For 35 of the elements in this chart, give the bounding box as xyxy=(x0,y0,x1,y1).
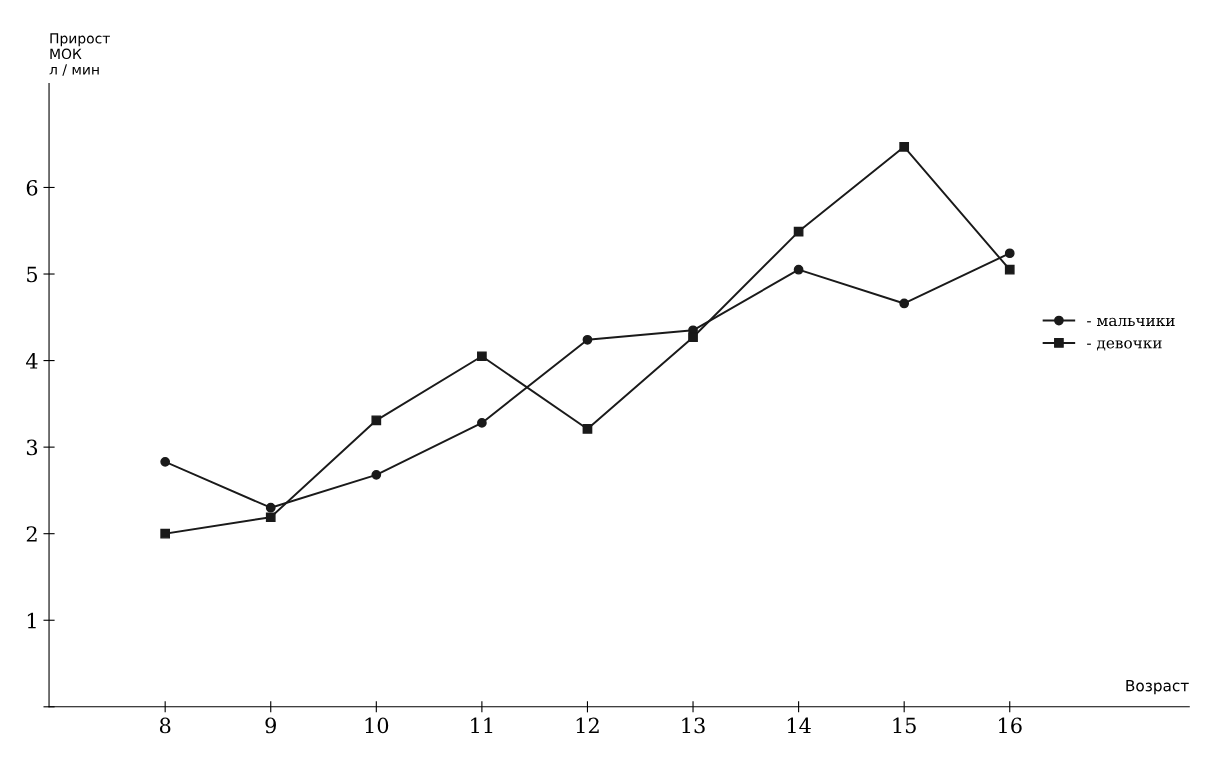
point xyxy=(265,512,276,523)
y-tick-label: 1 xyxy=(27,612,36,629)
legend-label: - мальчики xyxy=(1087,317,1175,327)
point xyxy=(160,456,171,467)
y-axis-title: Прирост МОК л / мин xyxy=(49,33,110,76)
x-axis-title: Возраст xyxy=(1126,680,1189,695)
point xyxy=(1004,248,1015,259)
x-tick-label: 9 xyxy=(265,717,276,734)
point xyxy=(582,334,593,345)
x-tick-label: 10 xyxy=(365,717,389,734)
point xyxy=(899,141,910,152)
y-tick-label: 2 xyxy=(26,526,37,542)
x-tick-label: 14 xyxy=(787,717,811,734)
point xyxy=(477,351,487,362)
legend-label: - девочки xyxy=(1087,340,1162,351)
y-tick-label: 4 xyxy=(26,353,38,369)
x-tick-label: 13 xyxy=(682,717,705,734)
point xyxy=(582,424,593,434)
point xyxy=(371,415,382,426)
x-tick-label: 16 xyxy=(999,717,1022,734)
point xyxy=(160,528,171,539)
point xyxy=(688,332,698,343)
y-tick-label: 6 xyxy=(26,179,38,196)
x-tick-label: 15 xyxy=(893,717,916,734)
y-tick-label: 3 xyxy=(26,439,38,456)
y-tick-label: 5 xyxy=(27,266,38,283)
point xyxy=(371,469,382,480)
x-tick-label: 8 xyxy=(159,717,171,734)
x-tick-label: 11 xyxy=(471,717,493,734)
x-tick-label: 12 xyxy=(576,717,599,734)
point xyxy=(1004,264,1015,275)
point xyxy=(793,264,804,275)
point xyxy=(899,298,910,309)
point xyxy=(265,502,276,513)
point xyxy=(477,418,487,428)
